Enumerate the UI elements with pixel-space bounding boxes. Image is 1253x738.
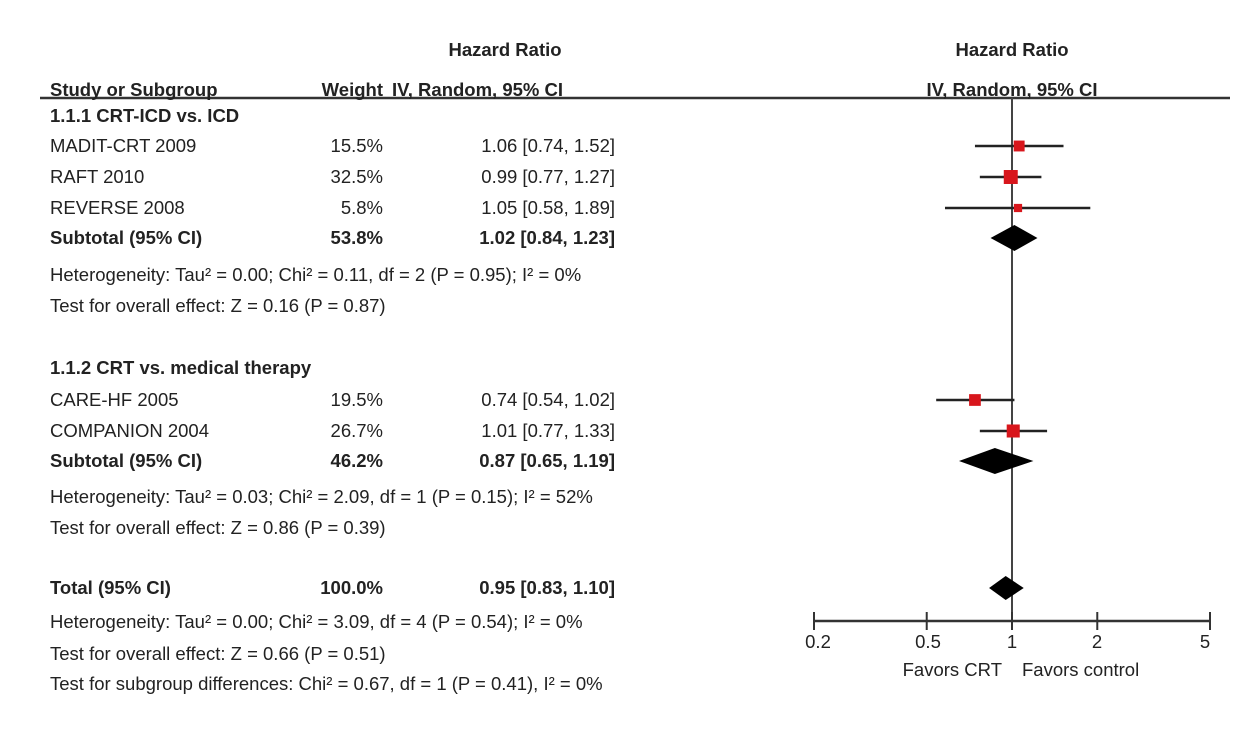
study-name: COMPANION 2004 (50, 420, 210, 441)
favors-right-label: Favors control (1022, 659, 1140, 680)
study-marker (1003, 170, 1018, 184)
subtotal-weight: 53.8% (330, 227, 383, 248)
total-ci: 0.95 [0.83, 1.10] (479, 577, 615, 598)
study-column-header: Study or Subgroup (50, 79, 218, 100)
favors-left-label: Favors CRT (902, 659, 1002, 680)
overall-effect-text: Test for overall effect: Z = 0.16 (P = 0… (50, 295, 386, 316)
plot-title: Hazard Ratio (955, 39, 1069, 60)
heterogeneity-text: Heterogeneity: Tau² = 0.03; Chi² = 2.09,… (50, 486, 593, 507)
study-marker (969, 394, 981, 406)
study-marker (1013, 140, 1025, 152)
effect-column-method: IV, Random, 95% CI (392, 79, 564, 100)
study-ci: 1.06 [0.74, 1.52] (481, 135, 615, 156)
subtotal-weight: 46.2% (330, 450, 383, 471)
study-name: CARE-HF 2005 (50, 389, 179, 410)
heterogeneity-text: Heterogeneity: Tau² = 0.00; Chi² = 0.11,… (50, 264, 582, 285)
subgroup-differences-text: Test for subgroup differences: Chi² = 0.… (50, 673, 603, 694)
study-weight: 32.5% (330, 166, 383, 187)
subtotal-diamond (990, 225, 1038, 251)
subtotal-ci: 0.87 [0.65, 1.19] (479, 450, 615, 471)
subgroup-label: 1.1.1 CRT-ICD vs. ICD (50, 105, 240, 126)
x-tick-label: 0.5 (915, 631, 941, 652)
study-name: RAFT 2010 (50, 166, 145, 187)
overall-effect-text: Test for overall effect: Z = 0.86 (P = 0… (50, 517, 386, 538)
x-tick-label: 2 (1091, 631, 1103, 652)
study-name: MADIT-CRT 2009 (50, 135, 197, 156)
study-weight: 5.8% (340, 197, 383, 218)
subtotal-ci: 1.02 [0.84, 1.23] (479, 227, 615, 248)
plot-method: IV, Random, 95% CI (926, 79, 1098, 100)
total-heterogeneity-text: Heterogeneity: Tau² = 0.00; Chi² = 3.09,… (50, 611, 583, 632)
x-tick-label: 5 (1199, 631, 1211, 652)
subtotal-diamond (959, 448, 1034, 474)
study-marker (1006, 424, 1020, 438)
subtotal-label: Subtotal (95% CI) (50, 450, 203, 471)
effect-column-title: Hazard Ratio (448, 39, 562, 60)
study-weight: 26.7% (330, 420, 383, 441)
x-tick-label: 1 (1006, 631, 1018, 652)
study-ci: 0.74 [0.54, 1.02] (481, 389, 615, 410)
total-overall-effect-text: Test for overall effect: Z = 0.66 (P = 0… (50, 643, 386, 664)
study-ci: 0.99 [0.77, 1.27] (481, 166, 615, 187)
study-name: REVERSE 2008 (50, 197, 185, 218)
subtotal-label: Subtotal (95% CI) (50, 227, 203, 248)
total-diamond (989, 576, 1024, 600)
study-weight: 15.5% (330, 135, 383, 156)
x-tick-label: 0.2 (805, 631, 831, 652)
weight-column-header: Weight (321, 79, 383, 100)
total-weight: 100.0% (320, 577, 383, 598)
study-weight: 19.5% (330, 389, 383, 410)
subgroup-label: 1.1.2 CRT vs. medical therapy (50, 357, 312, 378)
study-ci: 1.05 [0.58, 1.89] (481, 197, 615, 218)
total-label: Total (95% CI) (50, 577, 171, 598)
study-ci: 1.01 [0.77, 1.33] (481, 420, 615, 441)
study-marker (1013, 203, 1023, 213)
